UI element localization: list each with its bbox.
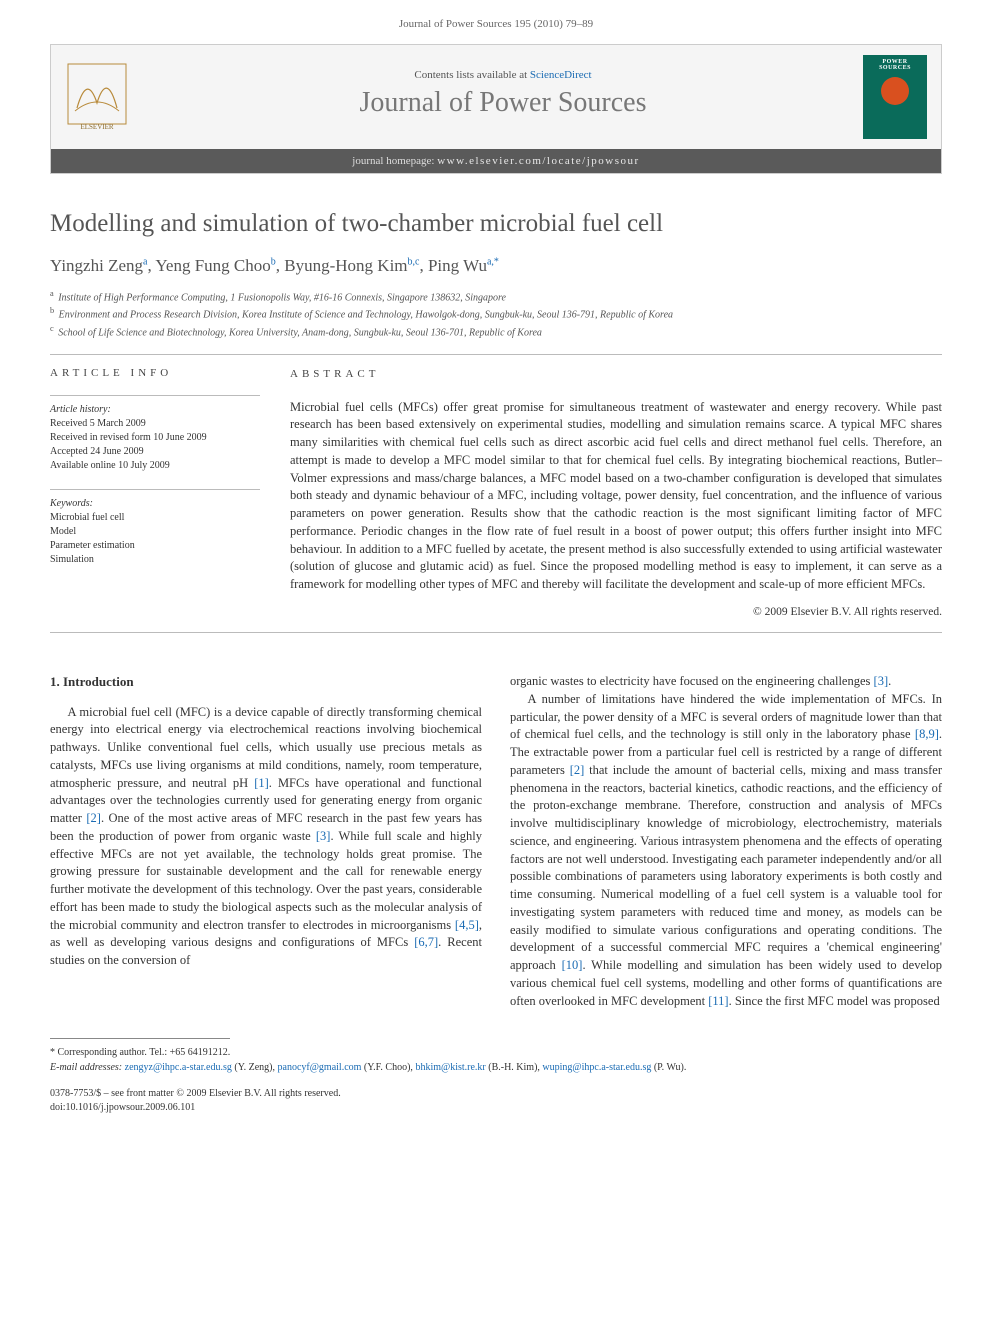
body-columns: 1. Introduction A microbial fuel cell (M… xyxy=(50,673,942,1010)
doi-block: 0378-7753/$ – see front matter © 2009 El… xyxy=(50,1087,942,1115)
section-heading: 1. Introduction xyxy=(50,673,482,691)
article-title: Modelling and simulation of two-chamber … xyxy=(50,210,942,238)
doi-line: doi:10.1016/j.jpowsour.2009.06.101 xyxy=(50,1101,341,1115)
email-link[interactable]: panocyf@gmail.com xyxy=(278,1062,362,1073)
email-line: E-mail addresses: zengyz@ihpc.a-star.edu… xyxy=(50,1060,942,1075)
history-body: Received 5 March 2009Received in revised… xyxy=(50,417,260,473)
abstract-text: Microbial fuel cells (MFCs) offer great … xyxy=(290,399,942,594)
ref-link[interactable]: [11] xyxy=(708,994,728,1008)
journal-cover-thumb: POWER SOURCES xyxy=(863,55,927,139)
abstract-column: ABSTRACT Microbial fuel cells (MFCs) off… xyxy=(290,367,942,620)
keywords-body: Microbial fuel cellModelParameter estima… xyxy=(50,511,260,567)
page-footer: * Corresponding author. Tel.: +65 641912… xyxy=(50,1038,942,1115)
ref-link[interactable]: [2] xyxy=(86,811,101,825)
divider xyxy=(50,632,942,633)
banner-bottom-bar: journal homepage: www.elsevier.com/locat… xyxy=(51,149,941,173)
elsevier-text: ELSEVIER xyxy=(80,123,113,131)
divider xyxy=(50,489,260,490)
ref-link[interactable]: [4,5] xyxy=(455,918,479,932)
email-link[interactable]: bhkim@kist.re.kr xyxy=(415,1062,485,1073)
email-link[interactable]: zengyz@ihpc.a-star.edu.sg xyxy=(125,1062,232,1073)
journal-banner: ELSEVIER Contents lists available at Sci… xyxy=(50,44,942,174)
elsevier-logo: ELSEVIER xyxy=(65,61,129,133)
body-paragraph: organic wastes to electricity have focus… xyxy=(510,673,942,691)
ref-link[interactable]: [3] xyxy=(874,674,889,688)
cover-title: POWER SOURCES xyxy=(867,59,923,71)
cover-graphic-icon xyxy=(881,77,909,105)
affiliations: a Institute of High Performance Computin… xyxy=(50,288,942,340)
banner-top: ELSEVIER Contents lists available at Sci… xyxy=(51,45,941,149)
contents-prefix: Contents lists available at xyxy=(414,69,529,81)
ref-link[interactable]: [10] xyxy=(562,958,583,972)
article-info-heading: ARTICLE INFO xyxy=(50,367,260,379)
info-abstract-row: ARTICLE INFO Article history: Received 5… xyxy=(50,367,942,620)
divider xyxy=(50,354,942,355)
section-title: Introduction xyxy=(63,674,134,689)
running-head: Journal of Power Sources 195 (2010) 79–8… xyxy=(0,0,992,44)
issn-doi: 0378-7753/$ – see front matter © 2009 El… xyxy=(50,1087,341,1115)
section-number: 1. xyxy=(50,674,60,689)
divider xyxy=(50,1038,230,1039)
body-col-left: 1. Introduction A microbial fuel cell (M… xyxy=(50,673,482,1010)
ref-link[interactable]: [1] xyxy=(254,776,269,790)
abstract-copyright: © 2009 Elsevier B.V. All rights reserved… xyxy=(290,604,942,620)
keywords-label: Keywords: xyxy=(50,498,260,509)
article-info-column: ARTICLE INFO Article history: Received 5… xyxy=(50,367,260,620)
issn-line: 0378-7753/$ – see front matter © 2009 El… xyxy=(50,1087,341,1101)
ref-link[interactable]: [8,9] xyxy=(915,727,939,741)
ref-link[interactable]: [3] xyxy=(316,829,331,843)
divider xyxy=(50,395,260,396)
contents-available-line: Contents lists available at ScienceDirec… xyxy=(143,69,863,81)
ref-link[interactable]: [2] xyxy=(570,763,585,777)
journal-name: Journal of Power Sources xyxy=(143,87,863,119)
article-header: Modelling and simulation of two-chamber … xyxy=(50,210,942,633)
abstract-heading: ABSTRACT xyxy=(290,367,942,383)
sciencedirect-link[interactable]: ScienceDirect xyxy=(530,69,592,81)
body-paragraph: A number of limitations have hindered th… xyxy=(510,691,942,1011)
author-list: Yingzhi Zenga, Yeng Fung Choob, Byung-Ho… xyxy=(50,256,942,276)
history-label: Article history: xyxy=(50,404,260,415)
body-paragraph: A microbial fuel cell (MFC) is a device … xyxy=(50,704,482,970)
corr-label: * Corresponding author. Tel.: +65 641912… xyxy=(50,1045,942,1060)
corresponding-author: * Corresponding author. Tel.: +65 641912… xyxy=(50,1045,942,1075)
ref-link[interactable]: [6,7] xyxy=(414,935,438,949)
homepage-label: journal homepage: xyxy=(352,155,437,167)
email-link[interactable]: wuping@ihpc.a-star.edu.sg xyxy=(542,1062,651,1073)
body-col-right: organic wastes to electricity have focus… xyxy=(510,673,942,1010)
homepage-link[interactable]: www.elsevier.com/locate/jpowsour xyxy=(437,155,639,167)
banner-center: Contents lists available at ScienceDirec… xyxy=(143,69,863,125)
